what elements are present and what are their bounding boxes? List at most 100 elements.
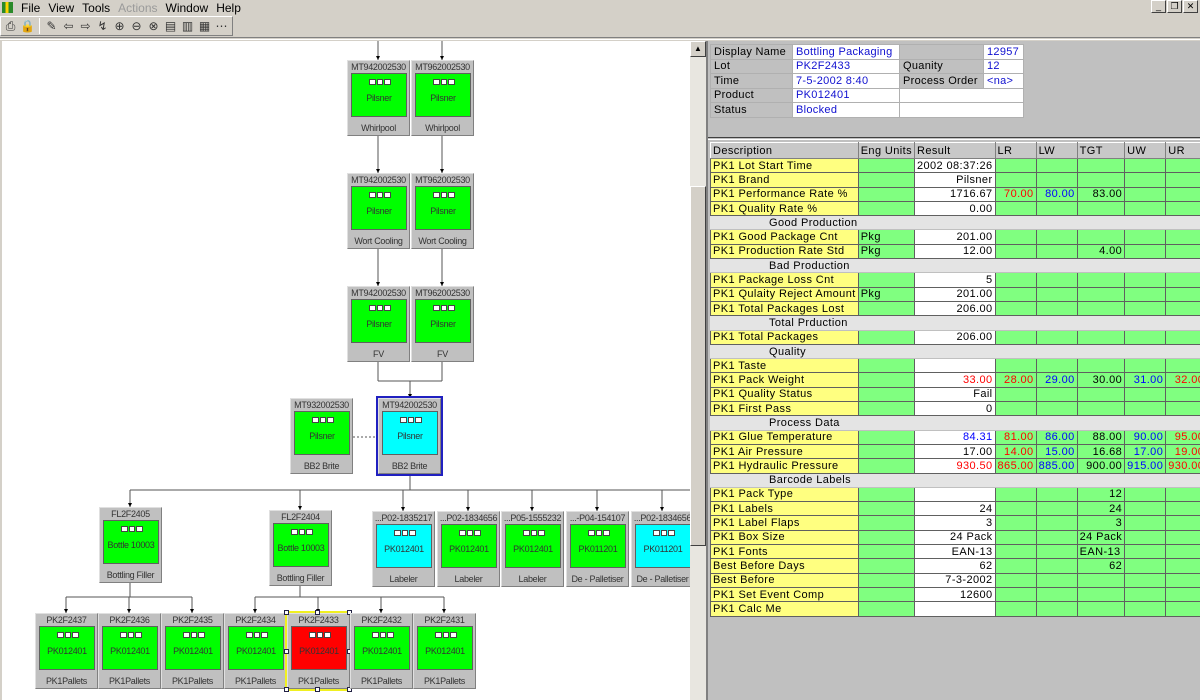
cell-result[interactable]: 0.00 xyxy=(913,200,996,217)
panel-divider[interactable] xyxy=(708,137,1200,140)
cell-result[interactable]: 33.00 xyxy=(913,372,996,388)
node-de-palletiser[interactable]: ...P02-1834656 PK011201 De - Palletiser xyxy=(631,511,690,587)
node-labeler[interactable]: ...P05-1555232 PK012401 Labeler xyxy=(501,511,564,587)
cell-result[interactable]: 0 xyxy=(913,401,996,417)
menu-file[interactable]: File xyxy=(21,0,41,15)
cell-result[interactable]: 5 xyxy=(913,272,996,288)
cell-result[interactable]: 7-3-2002 xyxy=(913,572,996,588)
diagram-scrollbar[interactable]: ▲ xyxy=(690,41,706,700)
node-labeler[interactable]: ...P02-1835217 PK012401 Labeler xyxy=(372,511,435,587)
node-pk1pallets[interactable]: PK2F2437 PK012401 PK1Pallets xyxy=(35,613,98,689)
zoom-reset-icon[interactable]: ⊗ xyxy=(148,19,159,33)
cell-result[interactable]: 206.00 xyxy=(913,300,996,317)
arrow-head-icon xyxy=(128,503,132,507)
cell-result[interactable]: 17.00 xyxy=(913,443,996,460)
node-bb2-brite[interactable]: MT932002530 Pilsner BB2 Brite xyxy=(290,398,353,474)
node-bottling-filler[interactable]: FL2F2404 Bottle 10003 Bottling Filler xyxy=(269,510,332,586)
menu-view[interactable]: View xyxy=(48,0,75,15)
node-bottling-filler[interactable]: FL2F2405 Bottle 10003 Bottling Filler xyxy=(99,507,162,583)
cell-result[interactable]: Pilsner xyxy=(913,172,996,188)
node-unit: PK1Pallets xyxy=(297,676,340,686)
node-pk1pallets[interactable]: PK2F2435 PK012401 PK1Pallets xyxy=(161,613,224,689)
close-button[interactable]: ✕ xyxy=(1183,0,1198,13)
cell-result[interactable] xyxy=(913,486,996,503)
cell-result[interactable]: 12600 xyxy=(913,586,996,603)
grid-icon[interactable]: ▦ xyxy=(198,19,211,33)
cell-uw xyxy=(1124,544,1167,560)
resize-handle[interactable] xyxy=(347,610,352,615)
menu-actions[interactable]: Actions xyxy=(118,0,158,15)
menu-help[interactable]: Help xyxy=(216,0,241,15)
arrow-head-icon xyxy=(376,169,380,173)
lock-icon[interactable]: 🔒 xyxy=(20,19,35,33)
node-pk1pallets[interactable]: PK2F2436 PK012401 PK1Pallets xyxy=(98,613,161,689)
section-header: Bad Production xyxy=(709,258,1200,274)
node-pk1pallets[interactable]: PK2F2433 PK012401 PK1Pallets xyxy=(285,611,352,691)
back-arrow-icon[interactable]: ⇦ xyxy=(63,19,74,33)
column-header-ur[interactable]: UR xyxy=(1165,142,1200,159)
navigate-icon[interactable]: ↯ xyxy=(97,19,108,33)
column-header-eng-units[interactable]: Eng Units xyxy=(857,142,915,159)
menu-tools[interactable]: Tools xyxy=(82,0,111,15)
menu-window[interactable]: Window xyxy=(165,0,209,15)
resize-handle[interactable] xyxy=(284,610,289,615)
cell-result[interactable]: 930.50 xyxy=(913,458,996,474)
cell-desc: PK1 Quality Status xyxy=(710,386,859,403)
minimize-button[interactable]: _ xyxy=(1151,0,1166,13)
network-icon[interactable]: ⋯ xyxy=(215,19,228,33)
cell-result[interactable]: 3 xyxy=(913,515,996,531)
node-fv[interactable]: MT962002530 Pilsner FV xyxy=(411,286,474,362)
print-icon[interactable]: ⎙ xyxy=(5,19,16,33)
cell-result[interactable]: 12.00 xyxy=(913,243,996,260)
restore-button[interactable]: ❐ xyxy=(1167,0,1182,13)
resize-handle[interactable] xyxy=(284,649,289,654)
cell-result[interactable]: 206.00 xyxy=(913,329,996,345)
node-whirlpool[interactable]: MT962002530 Pilsner Whirlpool xyxy=(411,60,474,136)
columns-icon[interactable]: ▥ xyxy=(181,19,194,33)
cell-result[interactable]: 24 xyxy=(913,501,996,517)
cell-result[interactable]: 201.00 xyxy=(913,229,996,245)
cell-result[interactable] xyxy=(913,358,996,374)
resize-handle[interactable] xyxy=(315,610,320,615)
column-header-description[interactable]: Description xyxy=(710,142,859,159)
cell-result[interactable] xyxy=(913,601,996,617)
zoom-out-icon[interactable]: ⊖ xyxy=(131,19,142,33)
cell-result[interactable]: 24 Pack xyxy=(913,529,996,546)
quantity-value: 12 xyxy=(983,58,1024,74)
zoom-in-icon[interactable]: ⊕ xyxy=(114,19,125,33)
column-header-tgt[interactable]: TGT xyxy=(1076,142,1126,159)
pencil-icon[interactable]: ✎ xyxy=(46,19,57,33)
genealogy-diagram[interactable]: MT942002530 Pilsner Whirlpool MT962002530 Pi… xyxy=(2,41,690,700)
cell-result[interactable]: 2002 08:37:26 xyxy=(913,157,996,174)
node-labeler[interactable]: ...P02-1834656 PK012401 Labeler xyxy=(437,511,500,587)
resize-handle[interactable] xyxy=(347,687,352,692)
column-header-lw[interactable]: LW xyxy=(1035,142,1078,159)
resize-handle[interactable] xyxy=(315,687,320,692)
node-fv[interactable]: MT942002530 Pilsner FV xyxy=(347,286,410,362)
node-pk1pallets[interactable]: PK2F2434 PK012401 PK1Pallets xyxy=(224,613,287,689)
cell-units xyxy=(857,272,915,288)
node-wort-cooling[interactable]: MT942002530 Pilsner Wort Cooling xyxy=(347,173,410,249)
resize-handle[interactable] xyxy=(284,687,289,692)
node-wort-cooling[interactable]: MT962002530 Pilsner Wort Cooling xyxy=(411,173,474,249)
app-icon[interactable] xyxy=(2,2,13,13)
cell-result[interactable]: 84.31 xyxy=(913,429,996,445)
scroll-up-button[interactable]: ▲ xyxy=(690,41,706,57)
cell-result[interactable]: 62 xyxy=(913,558,996,574)
cell-lr xyxy=(994,329,1037,345)
column-header-result[interactable]: Result xyxy=(913,142,996,159)
node-de-palletiser[interactable]: ...-P04-154107 PK011201 De - Palletiser xyxy=(566,511,629,587)
cell-result[interactable]: 201.00 xyxy=(913,286,996,302)
cell-result[interactable]: 1716.67 xyxy=(913,186,996,202)
forward-arrow-icon[interactable]: ⇨ xyxy=(80,19,91,33)
cell-result[interactable]: Fail xyxy=(913,386,996,403)
column-header-lr[interactable]: LR xyxy=(994,142,1037,159)
cell-result[interactable]: EAN-13 xyxy=(913,544,996,560)
node-pk1pallets[interactable]: PK2F2432 PK012401 PK1Pallets xyxy=(350,613,413,689)
column-header-uw[interactable]: UW xyxy=(1124,142,1167,159)
node-bb2-brite[interactable]: MT942002530 Pilsner BB2 Brite xyxy=(376,396,443,476)
node-pk1pallets[interactable]: PK2F2431 PK012401 PK1Pallets xyxy=(413,613,476,689)
scroll-thumb[interactable] xyxy=(690,186,706,546)
layout-icon[interactable]: ▤ xyxy=(164,19,177,33)
node-whirlpool[interactable]: MT942002530 Pilsner Whirlpool xyxy=(347,60,410,136)
